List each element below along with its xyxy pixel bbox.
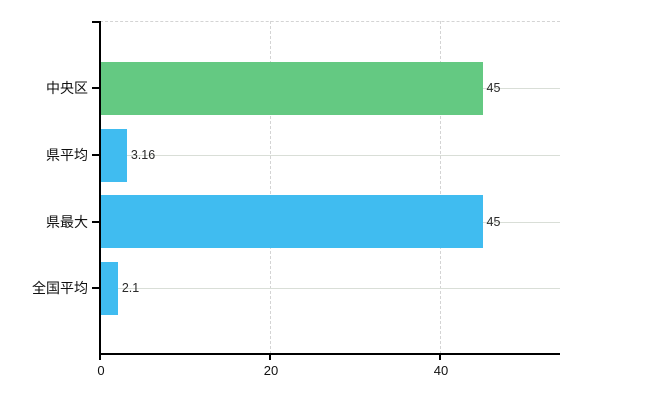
bar-全国平均[interactable]	[100, 261, 119, 315]
y-axis-tick	[92, 87, 99, 90]
y-axis-tick	[92, 220, 99, 223]
y-axis	[98, 21, 101, 354]
y-axis-tick	[92, 287, 99, 290]
bar-中央区[interactable]	[100, 61, 483, 115]
category-label: 中央区	[46, 80, 88, 97]
bar-県最大[interactable]	[100, 195, 483, 249]
horizontal-gridline	[100, 155, 560, 156]
y-axis-top-tick	[92, 21, 99, 23]
x-axis-tick	[439, 354, 441, 360]
bar-value-label: 45	[486, 214, 501, 229]
vertical-gridline	[270, 21, 271, 354]
y-axis-tick	[92, 154, 99, 156]
x-tick-label: 0	[97, 363, 105, 378]
bar-value-label: 3.16	[130, 148, 156, 162]
horizontal-gridline	[100, 288, 560, 290]
bar-value-label: 2.1	[121, 281, 140, 296]
x-tick-label: 20	[263, 363, 279, 378]
category-label: 全国平均	[32, 280, 88, 297]
category-label: 県平均	[46, 147, 88, 163]
plot-top-gridline	[100, 21, 560, 22]
x-axis	[98, 352, 560, 355]
x-tick-label: 40	[433, 363, 449, 378]
x-axis-tick	[99, 354, 101, 360]
bar-県平均[interactable]	[100, 128, 128, 182]
x-axis-tick	[269, 354, 271, 360]
category-label: 県最大	[46, 213, 88, 230]
bar-value-label: 45	[486, 81, 501, 96]
vertical-gridline	[440, 21, 441, 354]
